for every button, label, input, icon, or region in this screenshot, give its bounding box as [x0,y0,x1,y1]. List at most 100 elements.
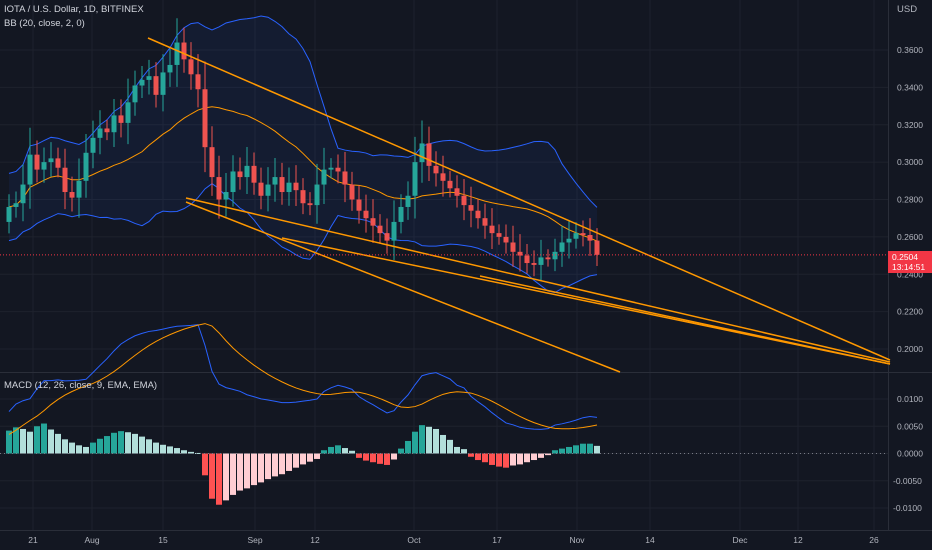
macd-hist-bar [174,448,180,454]
candle [48,142,54,177]
candle [153,62,159,108]
candle [573,222,579,249]
macd-legend[interactable]: MACD (12, 26, close, 9, EMA, EMA) [4,380,158,391]
bb-lower-line [8,183,598,294]
macd-hist-bar [293,453,299,468]
bb-legend[interactable]: BB (20, close, 2, 0) [4,18,85,29]
candle [447,170,453,198]
candle [524,243,530,274]
candle-body [503,236,509,243]
candle-body [496,233,502,237]
candle-body [517,251,523,256]
candle [335,154,341,184]
candle-body [97,128,103,138]
macd-hist-bar [48,429,54,454]
candle [97,110,103,155]
candle-body [426,143,432,166]
candle-body [230,171,236,193]
candle-body [349,184,355,200]
candle-body [524,255,530,264]
candle-body [398,206,404,222]
time-tick-label: 21 [28,535,38,545]
candle-body [118,115,124,123]
candle [293,165,299,206]
candle [482,203,488,239]
macd-hist-bar [13,427,19,454]
candle-body [132,85,138,103]
candle-body [440,173,446,181]
candle-body [125,102,131,123]
macd-hist-bar [524,453,530,463]
candle [363,194,369,233]
candle [300,178,306,215]
candle-body [552,251,558,260]
macd-hist-bar [230,453,236,495]
macd-hist-bar [286,453,292,471]
macd-tick-label: 0.0050 [897,421,923,431]
candle-body [482,218,488,226]
candle [20,164,26,222]
macd-hist-bar [440,434,446,454]
trendline [147,37,891,361]
candle-body [559,242,565,252]
macd-hist-bar [202,453,208,476]
symbol-legend[interactable]: IOTA / U.S. Dollar, 1D, BITFINEX [4,4,144,15]
macd-hist-bar [468,453,474,457]
candle-body [377,225,383,234]
candle-body [321,169,327,185]
candle [104,119,110,141]
macd-hist-bar [398,448,404,454]
candle-body [573,233,579,239]
macd-hist-bar [391,453,397,460]
candle [468,186,474,228]
candle-body [447,180,453,189]
candle [174,18,180,87]
candle-body [279,177,285,193]
candle [405,181,411,220]
candle [510,225,516,267]
candle-body [258,182,264,196]
candle [195,54,201,108]
time-tick-label: Oct [407,535,421,545]
candle-body [489,225,495,234]
macd-hist-bar [20,428,26,454]
macd-hist-bar [545,453,551,456]
candle [538,239,544,281]
candle [230,155,236,207]
candle [34,140,40,183]
candle [244,146,250,195]
candle-body [34,154,40,170]
macd-hist-bar [419,425,425,454]
candle [489,208,495,249]
candle-body [545,257,551,260]
macd-hist-bar [475,453,481,461]
time-tick-label: 26 [869,535,879,545]
candle [160,54,166,112]
time-tick-label: 17 [492,535,502,545]
candle [62,148,68,210]
candle-body [454,188,460,196]
candle [188,42,194,90]
macd-hist-bar [272,453,278,477]
candle-body [405,195,411,207]
candle-body [13,203,19,207]
candle [377,214,383,244]
candle [559,225,565,267]
price-tick-label: 0.2600 [897,232,923,242]
candle-body [314,184,320,206]
macd-hist-bar [62,439,68,454]
macd-hist-bar [188,451,194,454]
candle-body [55,158,61,168]
bb-basis-line [8,106,598,242]
candle [503,224,509,254]
candle-body [391,221,397,241]
candle-body [580,233,586,236]
candle [594,228,600,267]
candle-body [27,154,33,185]
candle [440,155,446,197]
candle-body [363,210,369,219]
macd-hist-bar [559,448,565,454]
candle-body [538,257,544,265]
candle [111,99,117,147]
